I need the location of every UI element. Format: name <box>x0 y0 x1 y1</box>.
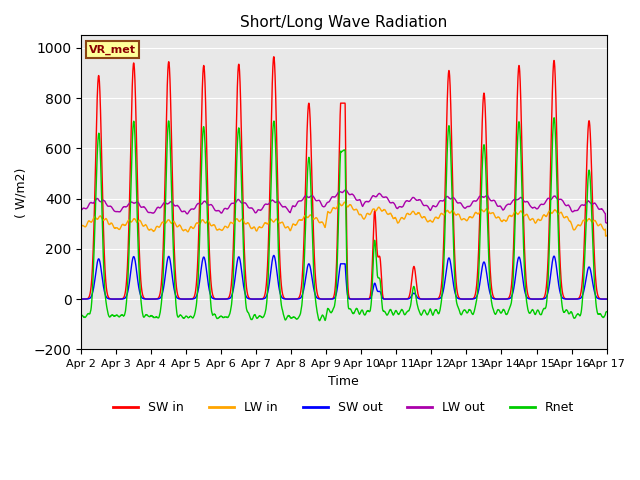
Line: LW in: LW in <box>81 202 607 236</box>
Rnet <box>602 309 610 315</box>
SW out <box>324 296 332 302</box>
SW in <box>172 274 179 279</box>
LW out <box>603 220 611 226</box>
SW out <box>603 296 611 302</box>
LW in <box>602 233 610 239</box>
Title: Short/Long Wave Radiation: Short/Long Wave Radiation <box>240 15 447 30</box>
LW out <box>342 187 349 193</box>
SW out <box>461 296 469 302</box>
Rnet <box>316 318 323 324</box>
LW out <box>324 199 332 205</box>
SW in <box>602 296 610 302</box>
SW in <box>492 296 499 301</box>
LW out <box>492 199 499 204</box>
SW in <box>77 296 85 302</box>
Text: VR_met: VR_met <box>89 45 136 55</box>
Rnet <box>172 296 179 301</box>
LW out <box>77 207 85 213</box>
SW in <box>324 296 332 302</box>
Rnet <box>603 309 611 314</box>
Rnet <box>492 311 499 317</box>
LW in <box>603 233 611 239</box>
Line: SW out: SW out <box>81 255 607 299</box>
Line: Rnet: Rnet <box>81 118 607 321</box>
LW in <box>461 217 469 223</box>
Rnet <box>461 308 469 313</box>
LW in <box>492 214 499 220</box>
Line: SW in: SW in <box>81 57 607 299</box>
SW in <box>461 296 469 302</box>
Line: LW out: LW out <box>81 190 607 223</box>
SW in <box>270 54 278 60</box>
SW out <box>270 252 278 258</box>
SW in <box>603 296 611 302</box>
Y-axis label: ( W/m2): ( W/m2) <box>15 167 28 217</box>
LW in <box>341 199 349 205</box>
SW out <box>433 296 440 302</box>
LW in <box>433 215 440 220</box>
Legend: SW in, LW in, SW out, LW out, Rnet: SW in, LW in, SW out, LW out, Rnet <box>108 396 579 420</box>
LW out <box>433 204 440 209</box>
Rnet <box>324 306 332 312</box>
SW out <box>77 296 85 302</box>
Rnet <box>550 115 558 120</box>
Rnet <box>433 307 440 313</box>
LW in <box>324 209 332 215</box>
LW out <box>461 205 469 211</box>
SW out <box>492 296 499 302</box>
SW in <box>433 296 440 302</box>
X-axis label: Time: Time <box>328 374 359 387</box>
LW in <box>172 221 179 227</box>
LW in <box>77 223 85 228</box>
Rnet <box>77 312 85 318</box>
SW out <box>172 292 179 298</box>
SW out <box>602 296 610 302</box>
LW out <box>172 203 179 209</box>
LW out <box>602 220 610 226</box>
LW in <box>602 233 609 239</box>
